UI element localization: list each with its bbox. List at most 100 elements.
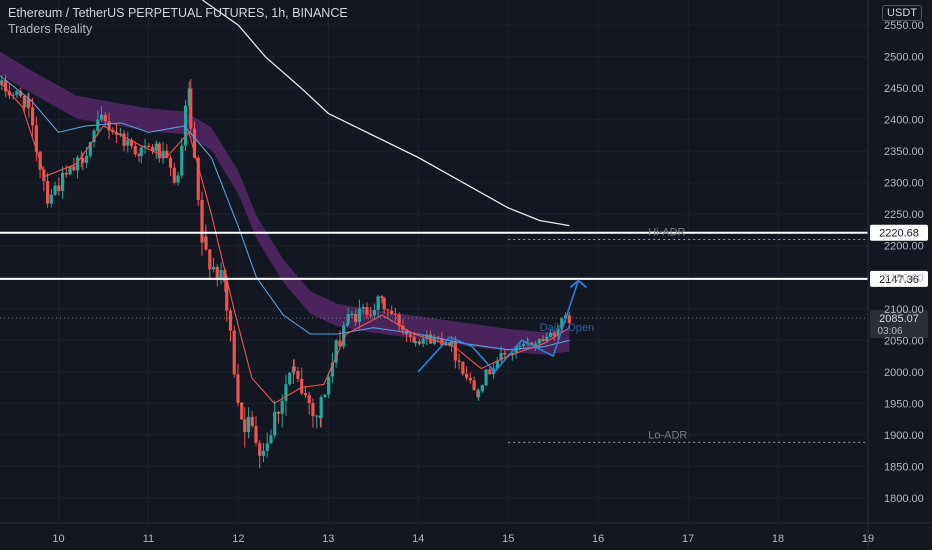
candle-body bbox=[219, 269, 223, 281]
candle-body bbox=[567, 315, 571, 323]
candle-body bbox=[518, 345, 522, 347]
adr-label: Hi-ADR bbox=[648, 226, 685, 238]
arrow-head bbox=[569, 279, 587, 289]
candle-body bbox=[133, 146, 137, 155]
time-tick-label: 18 bbox=[772, 533, 784, 545]
candle-body bbox=[345, 323, 350, 326]
candle-body bbox=[172, 167, 176, 183]
candle-body bbox=[189, 88, 193, 129]
time-tick-label: 13 bbox=[322, 533, 334, 545]
candle-body bbox=[484, 369, 488, 386]
candle-body bbox=[319, 397, 323, 419]
price-tick-label: 2550.00 bbox=[884, 20, 924, 32]
candle-body bbox=[99, 114, 104, 120]
ema-line-red bbox=[0, 81, 570, 405]
candles bbox=[0, 74, 571, 469]
time-tick-label: 12 bbox=[232, 533, 244, 545]
candle-body bbox=[421, 338, 425, 344]
candle-body bbox=[114, 132, 119, 135]
candle-body bbox=[31, 107, 35, 126]
candle-body bbox=[228, 310, 233, 331]
candle-body bbox=[265, 443, 269, 451]
candle-body bbox=[180, 145, 184, 176]
time-tick-label: 17 bbox=[682, 533, 694, 545]
candle-body bbox=[60, 172, 65, 192]
indicator-name[interactable]: Traders Reality bbox=[8, 22, 93, 36]
candle-body bbox=[315, 415, 319, 417]
candle-timer: 03:06 bbox=[877, 326, 902, 337]
currency-unit-label[interactable]: USDT bbox=[882, 5, 922, 21]
candle-body bbox=[303, 393, 308, 396]
candle-body bbox=[157, 143, 161, 159]
candle-body bbox=[103, 114, 107, 122]
candle-body bbox=[243, 419, 247, 433]
candle-body bbox=[412, 336, 416, 343]
candle-body bbox=[380, 296, 384, 298]
candle-body bbox=[68, 166, 72, 175]
candle-body bbox=[261, 450, 266, 456]
candle-body bbox=[488, 369, 492, 375]
candle-body bbox=[390, 310, 394, 314]
candle-body bbox=[75, 157, 80, 171]
candle-body bbox=[465, 373, 469, 378]
candle-body bbox=[165, 150, 169, 159]
time-tick-label: 11 bbox=[143, 533, 154, 545]
candle-body bbox=[236, 374, 240, 403]
candle-body bbox=[64, 172, 68, 175]
candle-body bbox=[192, 128, 197, 158]
candle-body bbox=[425, 334, 429, 339]
candle-body bbox=[27, 98, 31, 108]
candle-body bbox=[311, 403, 315, 417]
last-price-value: 2085.07 bbox=[879, 313, 919, 325]
candle-body bbox=[168, 158, 173, 168]
candle-body bbox=[495, 360, 499, 369]
symbol-title: Ethereum / TetherUS PERPETUAL FUTURES, 1… bbox=[8, 6, 348, 20]
price-tick-label: 2000.00 bbox=[884, 367, 924, 379]
level-badge bbox=[870, 270, 928, 287]
level-value: 2220.68 bbox=[879, 228, 919, 240]
candle-body bbox=[300, 379, 304, 394]
price-tick-label: 2400.00 bbox=[884, 115, 924, 127]
price-tick-label: 1800.00 bbox=[884, 493, 924, 505]
candle-body bbox=[7, 91, 11, 96]
time-tick-label: 14 bbox=[412, 533, 424, 545]
candle-body bbox=[365, 306, 369, 315]
candle-body bbox=[79, 157, 83, 159]
candle-body bbox=[57, 185, 61, 192]
candle-body bbox=[200, 199, 204, 243]
candle-body bbox=[4, 80, 8, 92]
candle-body bbox=[350, 313, 354, 315]
candle-body bbox=[183, 105, 188, 146]
projection-arrow bbox=[417, 280, 580, 374]
candle-body bbox=[72, 166, 76, 171]
candle-body bbox=[137, 154, 141, 156]
price-tick-label: 1900.00 bbox=[884, 430, 924, 442]
candle-body bbox=[208, 249, 212, 270]
price-tick-label: 1950.00 bbox=[884, 398, 924, 410]
candle-body bbox=[143, 145, 147, 148]
price-tick-label: 2050.00 bbox=[884, 335, 924, 347]
candle-body bbox=[225, 281, 229, 311]
price-tick-label: 1850.00 bbox=[884, 461, 924, 473]
candle-body bbox=[327, 376, 331, 395]
candle-body bbox=[288, 372, 292, 385]
candle-body bbox=[480, 385, 484, 392]
candle-body bbox=[533, 343, 538, 346]
price-tick-label: 2350.00 bbox=[884, 146, 924, 158]
candle-body bbox=[393, 313, 397, 315]
candle-body bbox=[139, 147, 143, 156]
candle-body bbox=[45, 181, 50, 204]
candle-body bbox=[440, 338, 444, 346]
level-badge bbox=[870, 224, 928, 241]
level-value: 2147.36 bbox=[879, 274, 919, 286]
daily-open-label: Daily Open bbox=[540, 322, 594, 334]
candle-body bbox=[417, 341, 421, 344]
candle-body bbox=[280, 400, 284, 414]
candle-body bbox=[276, 411, 281, 414]
candle-body bbox=[461, 362, 465, 374]
ema-band-fill bbox=[0, 51, 570, 355]
candle-body bbox=[254, 426, 258, 443]
